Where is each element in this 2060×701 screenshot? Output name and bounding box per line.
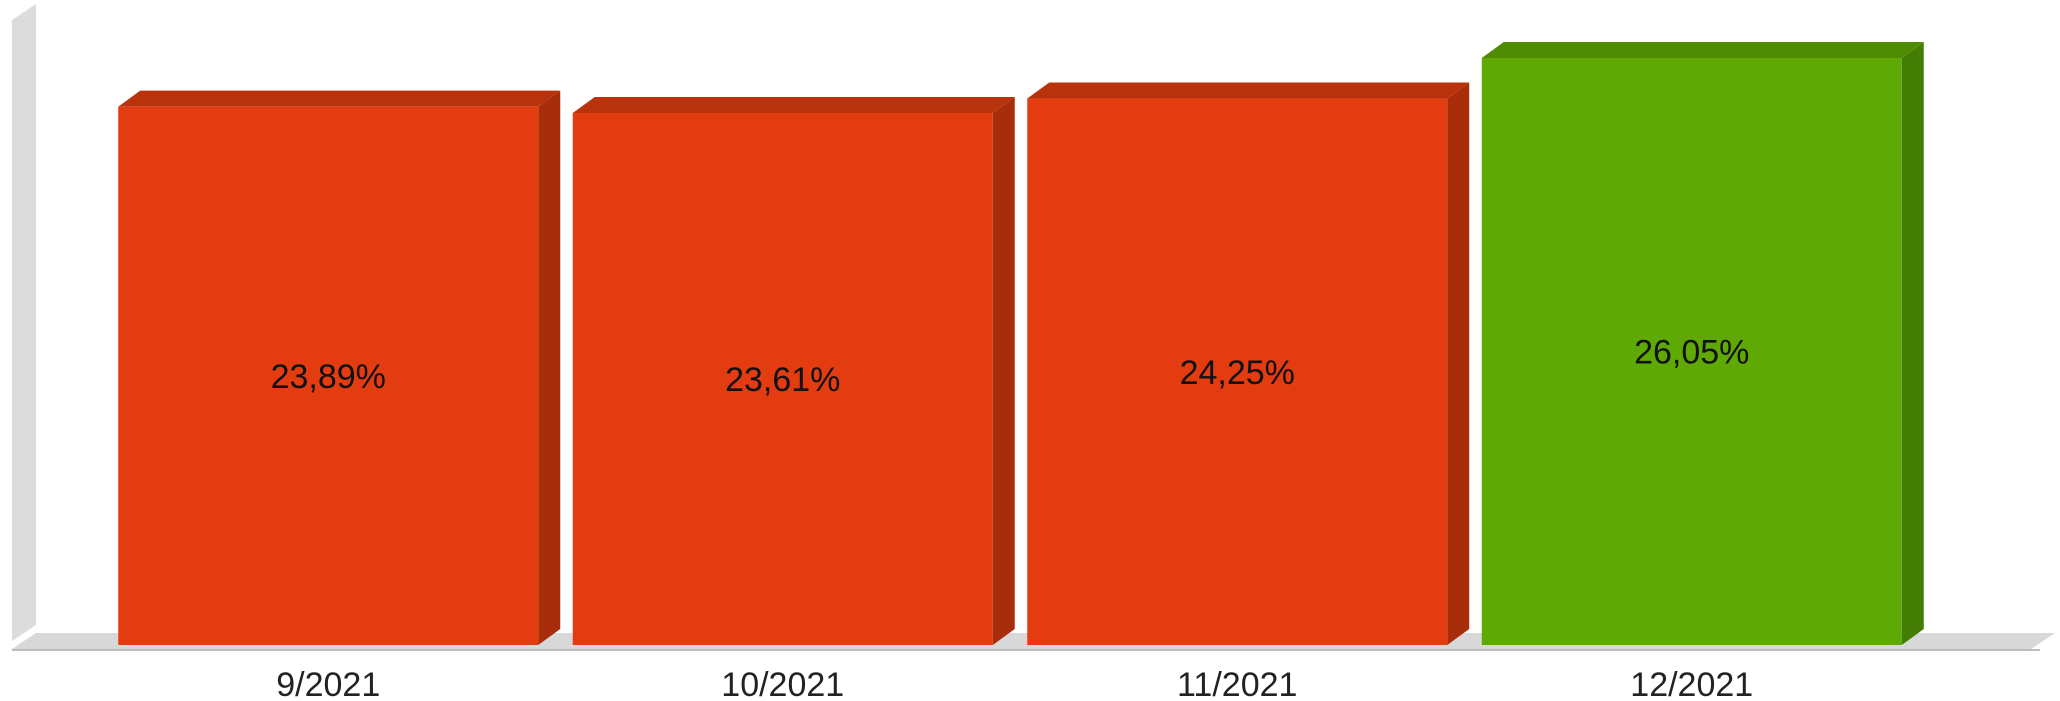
bar-side (992, 96, 1015, 646)
bar-top (118, 90, 561, 107)
bar (572, 96, 1015, 646)
bar-side (538, 90, 561, 646)
bar-value-label: 24,25% (1180, 354, 1295, 392)
bar-front (1481, 58, 1902, 645)
bar-top (1027, 82, 1470, 99)
bar-front (572, 112, 993, 646)
x-tick-label: 11/2021 (1177, 666, 1297, 701)
bar-value-label: 23,61% (725, 361, 840, 399)
left-wall (12, 4, 36, 641)
bar (1027, 82, 1470, 645)
x-tick-label: 9/2021 (276, 666, 380, 701)
bar-front (1027, 98, 1448, 645)
bar-value-label: 26,05% (1634, 334, 1749, 372)
value-labels-group: 23,89% 23,61% 24,25% 26,05% (271, 334, 1750, 399)
bar-front (118, 106, 539, 646)
bar-top (1481, 42, 1924, 58)
bar-side (1447, 82, 1470, 645)
bar-side (1901, 42, 1924, 645)
x-axis-tick-labels: 9/2021 10/2021 11/2021 12/2021 (276, 666, 1753, 701)
x-tick-label: 10/2021 (721, 666, 844, 701)
bar-top (572, 96, 1015, 113)
bar-value-label: 23,89% (271, 358, 386, 396)
bars-group (118, 42, 1924, 646)
bar (1481, 42, 1924, 645)
bar (118, 90, 561, 646)
x-tick-label: 12/2021 (1630, 666, 1753, 701)
